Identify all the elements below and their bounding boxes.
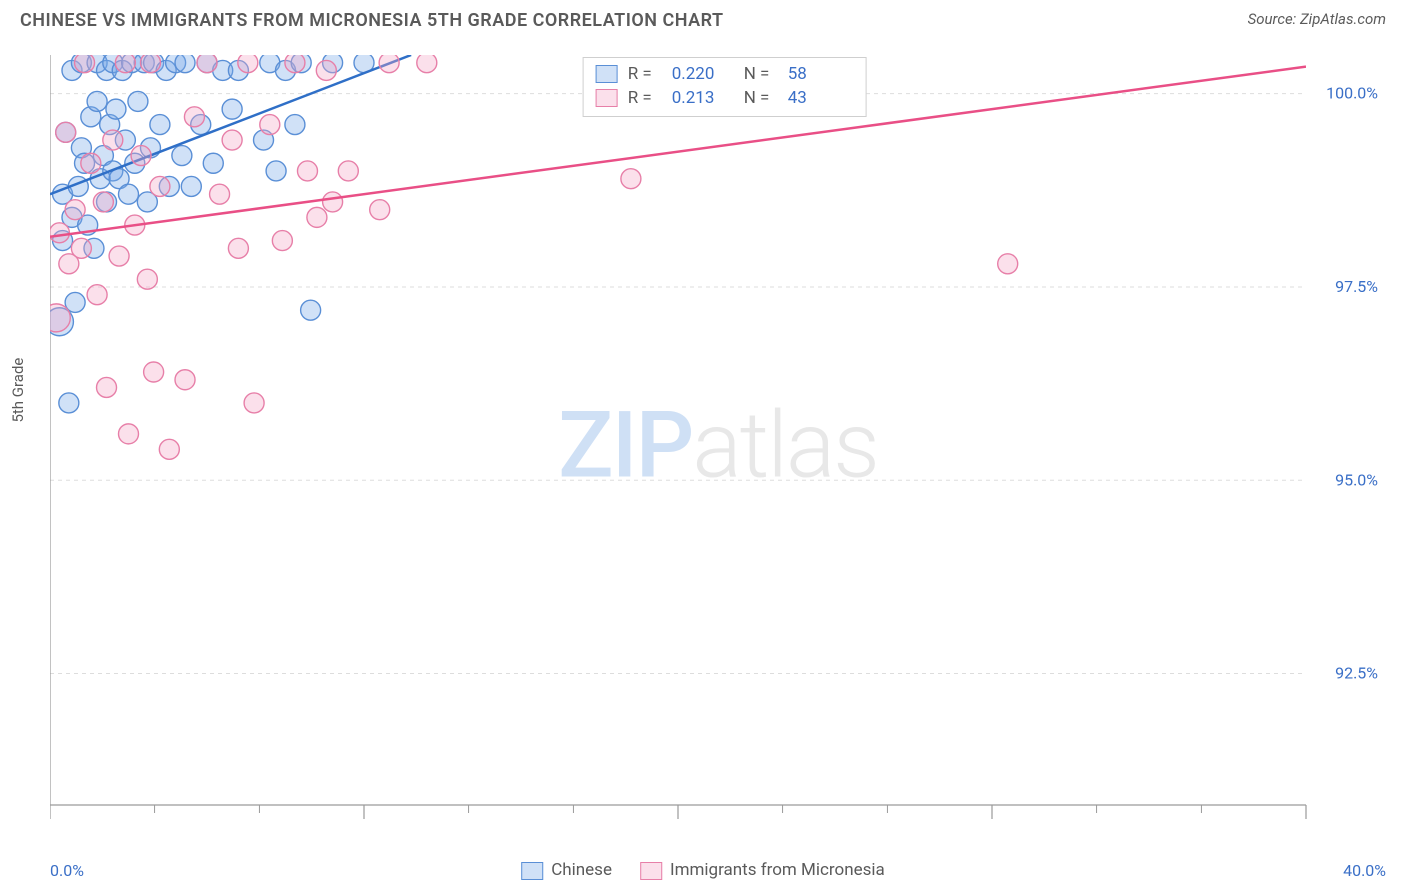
- data-point: [103, 130, 123, 150]
- data-point: [159, 439, 179, 459]
- data-point: [210, 184, 230, 204]
- data-point: [81, 153, 101, 173]
- chart-source: Source: ZipAtlas.com: [1248, 10, 1386, 28]
- source-label: Source:: [1248, 10, 1300, 28]
- swatch-icon: [596, 89, 618, 107]
- data-point: [184, 107, 204, 127]
- data-point: [238, 55, 258, 73]
- data-point: [316, 60, 336, 80]
- data-point: [97, 377, 117, 397]
- data-point: [175, 55, 195, 73]
- data-point: [285, 55, 305, 73]
- data-point: [50, 223, 69, 243]
- data-point: [175, 370, 195, 390]
- data-point: [128, 91, 148, 111]
- data-point: [379, 55, 399, 73]
- data-point: [181, 176, 201, 196]
- n-value: 43: [788, 88, 850, 108]
- data-point: [109, 246, 129, 266]
- data-point: [71, 238, 91, 258]
- data-point: [222, 99, 242, 119]
- data-point: [417, 55, 437, 73]
- data-point: [140, 55, 160, 73]
- data-point: [285, 115, 305, 135]
- swatch-icon: [640, 862, 662, 880]
- legend-label: Chinese: [551, 860, 612, 880]
- data-point: [307, 207, 327, 227]
- data-point: [119, 424, 139, 444]
- data-point: [338, 161, 358, 181]
- data-point: [137, 269, 157, 289]
- data-point: [144, 362, 164, 382]
- data-point: [172, 146, 192, 166]
- n-label: N =: [744, 88, 778, 108]
- data-point: [131, 146, 151, 166]
- y-tick-label: 97.5%: [1335, 277, 1378, 296]
- data-point: [106, 99, 126, 119]
- data-point: [297, 161, 317, 181]
- data-point: [93, 192, 113, 212]
- legend-item: Immigrants from Micronesia: [640, 860, 885, 880]
- data-point: [272, 231, 292, 251]
- data-point: [370, 200, 390, 220]
- n-value: 58: [788, 64, 850, 84]
- stats-legend-box: R = 0.220 N = 58 R = 0.213 N = 43: [583, 57, 867, 117]
- n-label: N =: [744, 64, 778, 84]
- data-point: [56, 122, 76, 142]
- data-point: [75, 55, 95, 73]
- data-point: [266, 161, 286, 181]
- x-axis-left-label: 0.0%: [50, 861, 84, 880]
- data-point: [301, 300, 321, 320]
- y-tick-label: 100.0%: [1326, 84, 1378, 103]
- data-point: [119, 184, 139, 204]
- data-point: [228, 238, 248, 258]
- data-point: [260, 115, 280, 135]
- data-point: [87, 285, 107, 305]
- data-point: [244, 393, 264, 413]
- y-tick-label: 95.0%: [1335, 470, 1378, 489]
- series-legend: Chinese Immigrants from Micronesia: [521, 860, 885, 880]
- r-value: 0.213: [672, 88, 734, 108]
- data-point: [59, 393, 79, 413]
- scatter-plot: 92.5% 95.0% 97.5% 100.0%: [50, 55, 1386, 837]
- y-axis-label: 5th Grade: [9, 358, 27, 423]
- swatch-icon: [521, 862, 543, 880]
- chart-title: CHINESE VS IMMIGRANTS FROM MICRONESIA 5T…: [20, 10, 724, 31]
- data-point: [203, 153, 223, 173]
- r-value: 0.220: [672, 64, 734, 84]
- source-value: ZipAtlas.com: [1300, 10, 1386, 28]
- r-label: R =: [628, 88, 662, 108]
- data-point: [323, 192, 343, 212]
- r-label: R =: [628, 64, 662, 84]
- data-point: [621, 169, 641, 189]
- data-point: [150, 176, 170, 196]
- data-point: [197, 55, 217, 73]
- data-point: [87, 91, 107, 111]
- data-point: [65, 200, 85, 220]
- data-point: [998, 254, 1018, 274]
- swatch-icon: [596, 65, 618, 83]
- legend-label: Immigrants from Micronesia: [670, 860, 885, 880]
- data-point: [115, 55, 135, 73]
- data-point: [150, 115, 170, 135]
- chart-area: 92.5%95.0%97.5%100.0% ZIPatlas R =0.220N…: [50, 55, 1386, 837]
- legend-item: Chinese: [521, 860, 612, 880]
- x-axis-right-label: 40.0%: [1343, 861, 1386, 880]
- stats-row: R = 0.213 N = 43: [596, 86, 850, 110]
- y-tick-label: 92.5%: [1335, 664, 1378, 683]
- data-point: [222, 130, 242, 150]
- chart-header: CHINESE VS IMMIGRANTS FROM MICRONESIA 5T…: [0, 0, 1406, 39]
- stats-row: R = 0.220 N = 58: [596, 62, 850, 86]
